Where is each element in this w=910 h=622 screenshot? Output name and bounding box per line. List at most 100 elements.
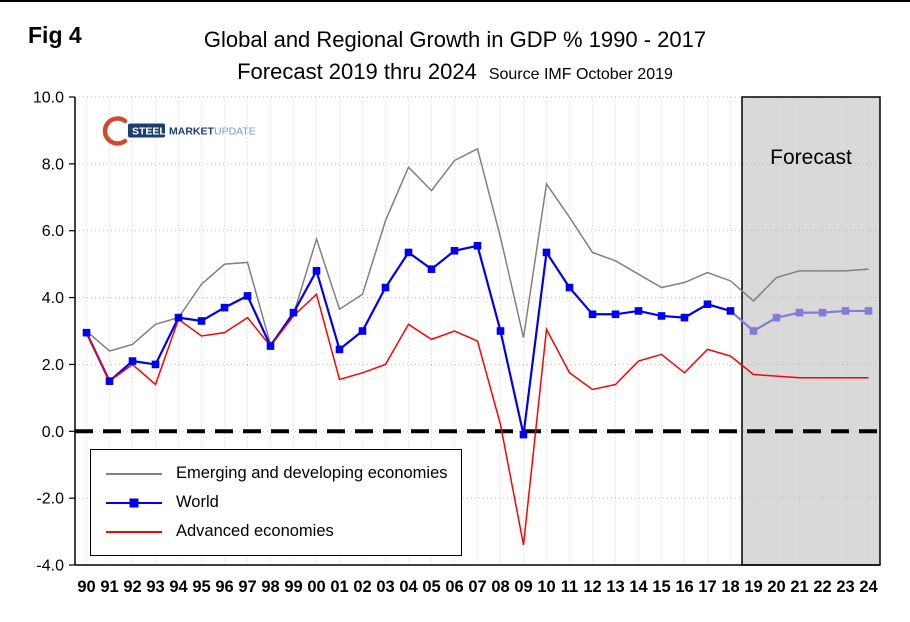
forecast-band-border <box>741 96 881 566</box>
x-tick-label: 13 <box>606 578 624 596</box>
x-tick-label: 93 <box>146 578 164 596</box>
y-tick-label: 10.0 <box>33 90 64 107</box>
world-marker <box>335 345 344 354</box>
world-line-actual <box>85 244 731 435</box>
world-marker <box>795 308 804 317</box>
world-marker <box>266 342 275 350</box>
x-tick-label: 02 <box>353 578 371 596</box>
x-tick-label: 96 <box>215 578 233 596</box>
x-tick-label: 07 <box>468 578 486 596</box>
chart-subtitle-row: Forecast 2019 thru 2024 Source IMF Octob… <box>15 59 895 85</box>
world-marker-swatch <box>129 498 139 507</box>
legend-label-emerging: Emerging and developing economies <box>176 464 448 482</box>
world-marker <box>151 360 160 369</box>
world-marker <box>703 300 712 309</box>
world-marker <box>174 313 183 322</box>
y-tick-label: 4.0 <box>42 290 64 307</box>
world-marker <box>588 310 597 319</box>
chart-title: Global and Regional Growth in GDP % 1990… <box>203 27 707 52</box>
world-marker <box>657 312 666 320</box>
x-tick-label: 04 <box>399 578 418 596</box>
x-tick-label: 05 <box>422 578 440 596</box>
legend: Emerging and developing economies World … <box>90 449 462 556</box>
world-marker <box>634 307 643 315</box>
logo-update-text: UPDATE <box>214 126 256 138</box>
world-marker <box>864 307 873 315</box>
x-tick-label: 95 <box>192 578 210 596</box>
world-marker <box>519 430 528 439</box>
x-tick-label: 11 <box>561 578 578 596</box>
x-tick-label: 91 <box>100 578 118 596</box>
forecast-label: Forecast <box>770 146 852 169</box>
x-tick-label: 92 <box>123 578 141 596</box>
forecast-band <box>742 97 880 565</box>
x-tick-label: 12 <box>583 578 601 596</box>
world-marker <box>772 313 781 322</box>
logo-market-text: MARKET <box>169 126 214 138</box>
advanced-line-swatch <box>106 530 162 533</box>
world-marker <box>105 377 114 385</box>
world-marker <box>312 267 321 275</box>
world-marker <box>82 328 91 337</box>
emerging-line-swatch <box>106 472 162 475</box>
world-marker <box>726 307 735 315</box>
x-tick-label: 97 <box>238 578 256 596</box>
x-tick-label: 90 <box>77 578 95 596</box>
world-marker <box>818 308 827 317</box>
chart-subtitle: Forecast 2019 thru 2024 <box>237 59 477 84</box>
legend-label-world: World <box>176 493 219 511</box>
world-marker <box>841 307 850 315</box>
x-tick-label: 09 <box>514 578 532 596</box>
y-tick-label: 0.0 <box>42 424 64 441</box>
y-tick-label: -2.0 <box>36 491 64 508</box>
x-tick-label: 10 <box>537 578 555 596</box>
legend-item-world: World <box>106 488 461 517</box>
y-tick-label: 2.0 <box>42 357 64 374</box>
top-border <box>0 0 910 2</box>
x-tick-label: 19 <box>744 578 762 596</box>
logo-swoosh-icon <box>102 116 128 146</box>
chart-source: Source IMF October 2019 <box>488 66 673 83</box>
world-marker <box>289 308 298 317</box>
x-tick-label: 17 <box>698 578 716 596</box>
x-tick-label: 20 <box>767 578 785 596</box>
x-tick-label: 99 <box>284 578 302 596</box>
x-tick-label: 01 <box>330 578 348 596</box>
smu-logo: STEEL MARKET UPDATE <box>102 116 256 146</box>
x-tick-label: 14 <box>629 578 648 596</box>
world-marker <box>680 313 689 322</box>
world-marker <box>427 265 436 273</box>
world-marker <box>542 248 551 257</box>
x-tick-label: 00 <box>307 578 325 596</box>
legend-label-advanced: Advanced economies <box>176 522 334 540</box>
x-tick-label: 98 <box>261 578 279 596</box>
world-marker <box>404 248 413 257</box>
world-marker <box>197 317 206 325</box>
world-marker <box>220 303 229 312</box>
world-marker <box>565 283 574 292</box>
world-line-sample <box>106 495 162 510</box>
world-marker <box>381 283 390 292</box>
x-tick-label: 16 <box>675 578 693 596</box>
world-marker <box>749 327 758 335</box>
advanced-line-sample <box>106 524 162 539</box>
logo-steel-badge <box>128 123 165 138</box>
emerging-line <box>86 147 869 352</box>
x-tick-label: 24 <box>859 578 878 596</box>
x-tick-label: 06 <box>445 578 463 596</box>
y-tick-label: 6.0 <box>42 223 64 240</box>
x-tick-label: 23 <box>836 578 854 596</box>
x-tick-label: 08 <box>491 578 509 596</box>
x-tick-label: 94 <box>169 578 188 596</box>
legend-item-emerging: Emerging and developing economies <box>106 459 461 488</box>
legend-item-advanced: Advanced economies <box>106 517 461 546</box>
y-tick-label: 8.0 <box>42 156 64 173</box>
world-marker <box>358 327 367 335</box>
x-tick-label: 15 <box>652 578 670 596</box>
x-tick-label: 21 <box>790 578 808 596</box>
x-tick-label: 22 <box>813 578 831 596</box>
world-marker <box>611 310 620 319</box>
world-marker <box>243 292 252 300</box>
advanced-line <box>85 292 869 546</box>
